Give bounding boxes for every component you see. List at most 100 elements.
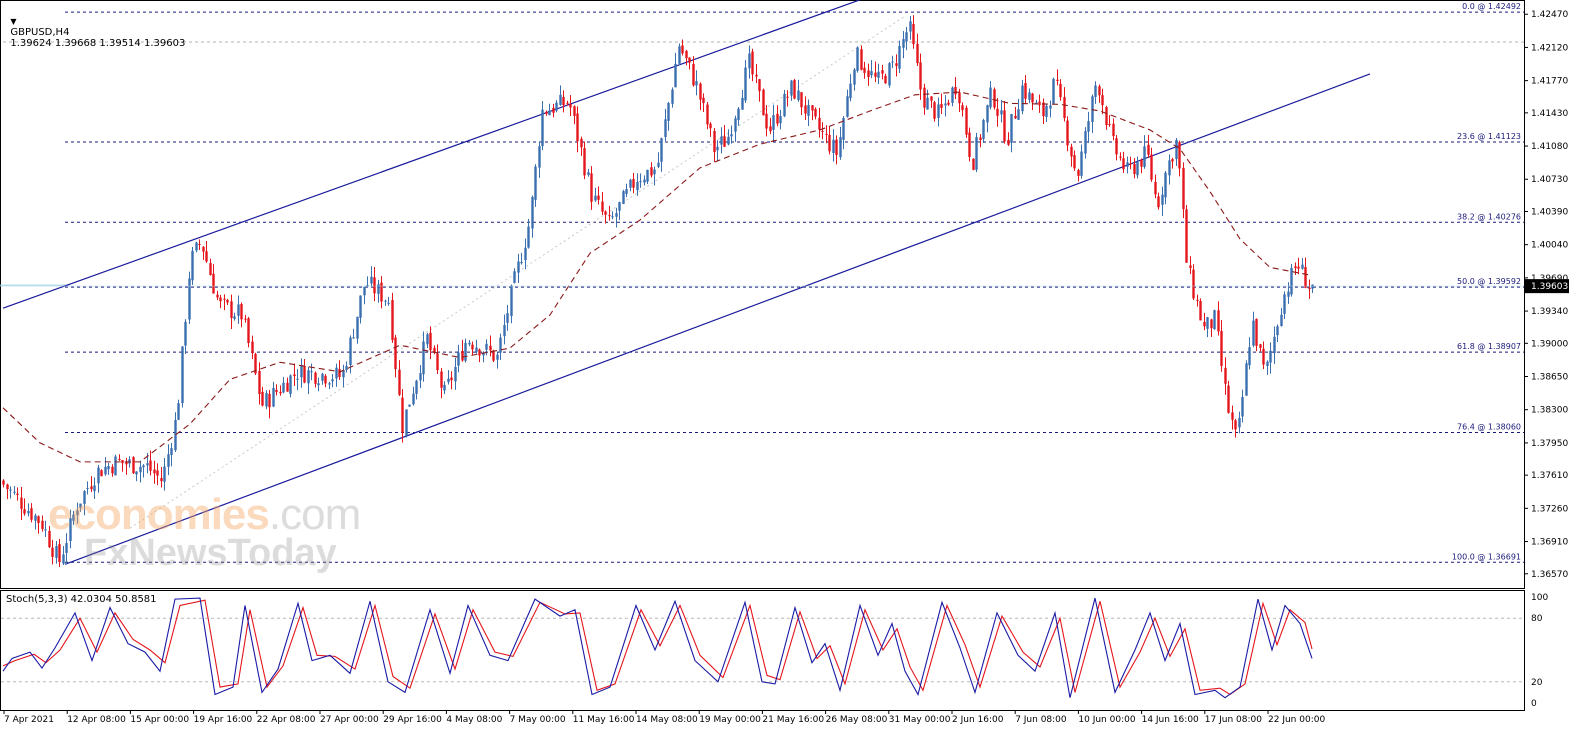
triangle-down-icon[interactable]: ▼ [10, 17, 17, 26]
candle-body [310, 371, 313, 373]
candle-body [790, 80, 793, 96]
candle-body [1094, 85, 1097, 97]
candle-body [30, 508, 33, 520]
candle-body [1196, 299, 1199, 301]
candle-body [933, 102, 936, 119]
candle-body [961, 105, 964, 111]
candle-body [1143, 146, 1146, 167]
candle-body [1189, 265, 1192, 269]
candle-body [562, 96, 565, 106]
stoch-axis-label: 100 [1531, 593, 1548, 603]
candle-body [674, 63, 677, 88]
candle-body [1262, 348, 1265, 365]
candle-body [1084, 131, 1087, 154]
candle-body [447, 378, 450, 383]
candle-body [569, 104, 572, 108]
candle-body [135, 471, 138, 475]
candle-body [1010, 113, 1013, 143]
candle-body [979, 137, 982, 140]
candle-body [555, 102, 558, 111]
main-pane-frame [0, 0, 1525, 589]
candle-body [265, 393, 268, 407]
candle-body [356, 316, 359, 339]
candle-body [1199, 301, 1202, 321]
current-price-tag [1525, 279, 1569, 294]
candle-body [1087, 121, 1090, 132]
time-axis-label: 17 Jun 08:00 [1205, 715, 1262, 725]
candle-body [293, 374, 296, 377]
candle-body [44, 529, 47, 531]
candle-body [1059, 83, 1062, 98]
candle-body [1112, 123, 1115, 137]
price-axis-label: 1.36910 [1531, 538, 1568, 548]
candle-body [139, 466, 142, 473]
candle-body [1140, 159, 1143, 167]
time-axis-label: 7 Apr 2021 [4, 715, 54, 725]
moving-average-line [2, 91, 1311, 463]
candle-body [951, 87, 954, 103]
candle-body [860, 49, 863, 70]
candle-body [632, 179, 635, 188]
candle-body [811, 105, 814, 111]
time-axis-label: 11 May 16:00 [573, 715, 635, 725]
candle-body [191, 250, 194, 281]
candle-body [975, 137, 978, 170]
price-axis-label: 1.41080 [1531, 142, 1568, 152]
candle-body [947, 102, 950, 105]
candle-body [321, 373, 324, 381]
candle-body [79, 503, 82, 508]
candle-body [23, 509, 26, 514]
candle-body [471, 344, 474, 350]
candle-body [685, 50, 688, 59]
candle-body [345, 366, 348, 371]
candle-body [702, 97, 705, 104]
stoch-signal-line [2, 599, 1313, 696]
candle-body [559, 94, 562, 105]
candle-body [912, 24, 915, 45]
candle-body [485, 343, 488, 350]
candle-body [517, 261, 520, 273]
candle-body [240, 303, 243, 320]
candle-body [212, 273, 215, 294]
candle-body [1294, 266, 1297, 269]
time-axis-label: 22 Apr 08:00 [257, 715, 316, 725]
candle-body [1255, 318, 1258, 346]
candle-body [545, 111, 548, 114]
candle-body [625, 189, 628, 194]
candle-body [573, 106, 576, 116]
candle-body [1269, 350, 1272, 363]
candle-body [996, 108, 999, 116]
candle-body [34, 515, 37, 521]
candle-body [807, 104, 810, 116]
candle-body [905, 32, 908, 42]
candle-body [1133, 163, 1136, 174]
candle-body [188, 278, 191, 320]
price-axis-label: 1.38300 [1531, 406, 1568, 416]
candle-body [825, 133, 828, 135]
candle-body [755, 74, 758, 77]
candle-body [744, 67, 747, 101]
candle-body [1035, 102, 1038, 104]
candle-body [1164, 172, 1167, 198]
candle-body [576, 113, 579, 142]
candle-body [877, 71, 880, 78]
candle-body [1052, 78, 1055, 104]
candle-body [580, 138, 583, 148]
candle-body [1308, 287, 1311, 289]
candle-body [216, 294, 219, 298]
candle-body [1178, 142, 1181, 169]
candle-body [944, 103, 947, 106]
candle-body [226, 299, 229, 303]
candle-body [821, 130, 824, 132]
candle-body [972, 158, 975, 170]
candle-body [37, 516, 40, 524]
price-axis-label: 1.37950 [1531, 439, 1568, 449]
candle-body [41, 520, 44, 529]
price-axis-label: 1.40390 [1531, 207, 1568, 217]
time-axis-label: 4 May 08:00 [446, 715, 502, 725]
candle-body [650, 167, 653, 176]
candle-body [1231, 412, 1234, 420]
candle-body [1290, 267, 1293, 295]
candle-body [181, 346, 184, 404]
